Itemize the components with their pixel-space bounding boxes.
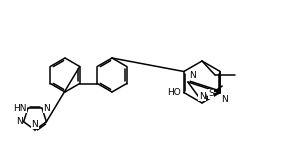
Text: HO: HO	[167, 88, 181, 97]
Text: N: N	[189, 71, 196, 80]
Text: N: N	[221, 95, 228, 104]
Text: N: N	[16, 117, 22, 126]
Text: HN: HN	[14, 104, 27, 113]
Text: S: S	[208, 90, 214, 99]
Text: N: N	[43, 104, 50, 113]
Text: N: N	[199, 92, 205, 101]
Text: N: N	[32, 120, 38, 129]
